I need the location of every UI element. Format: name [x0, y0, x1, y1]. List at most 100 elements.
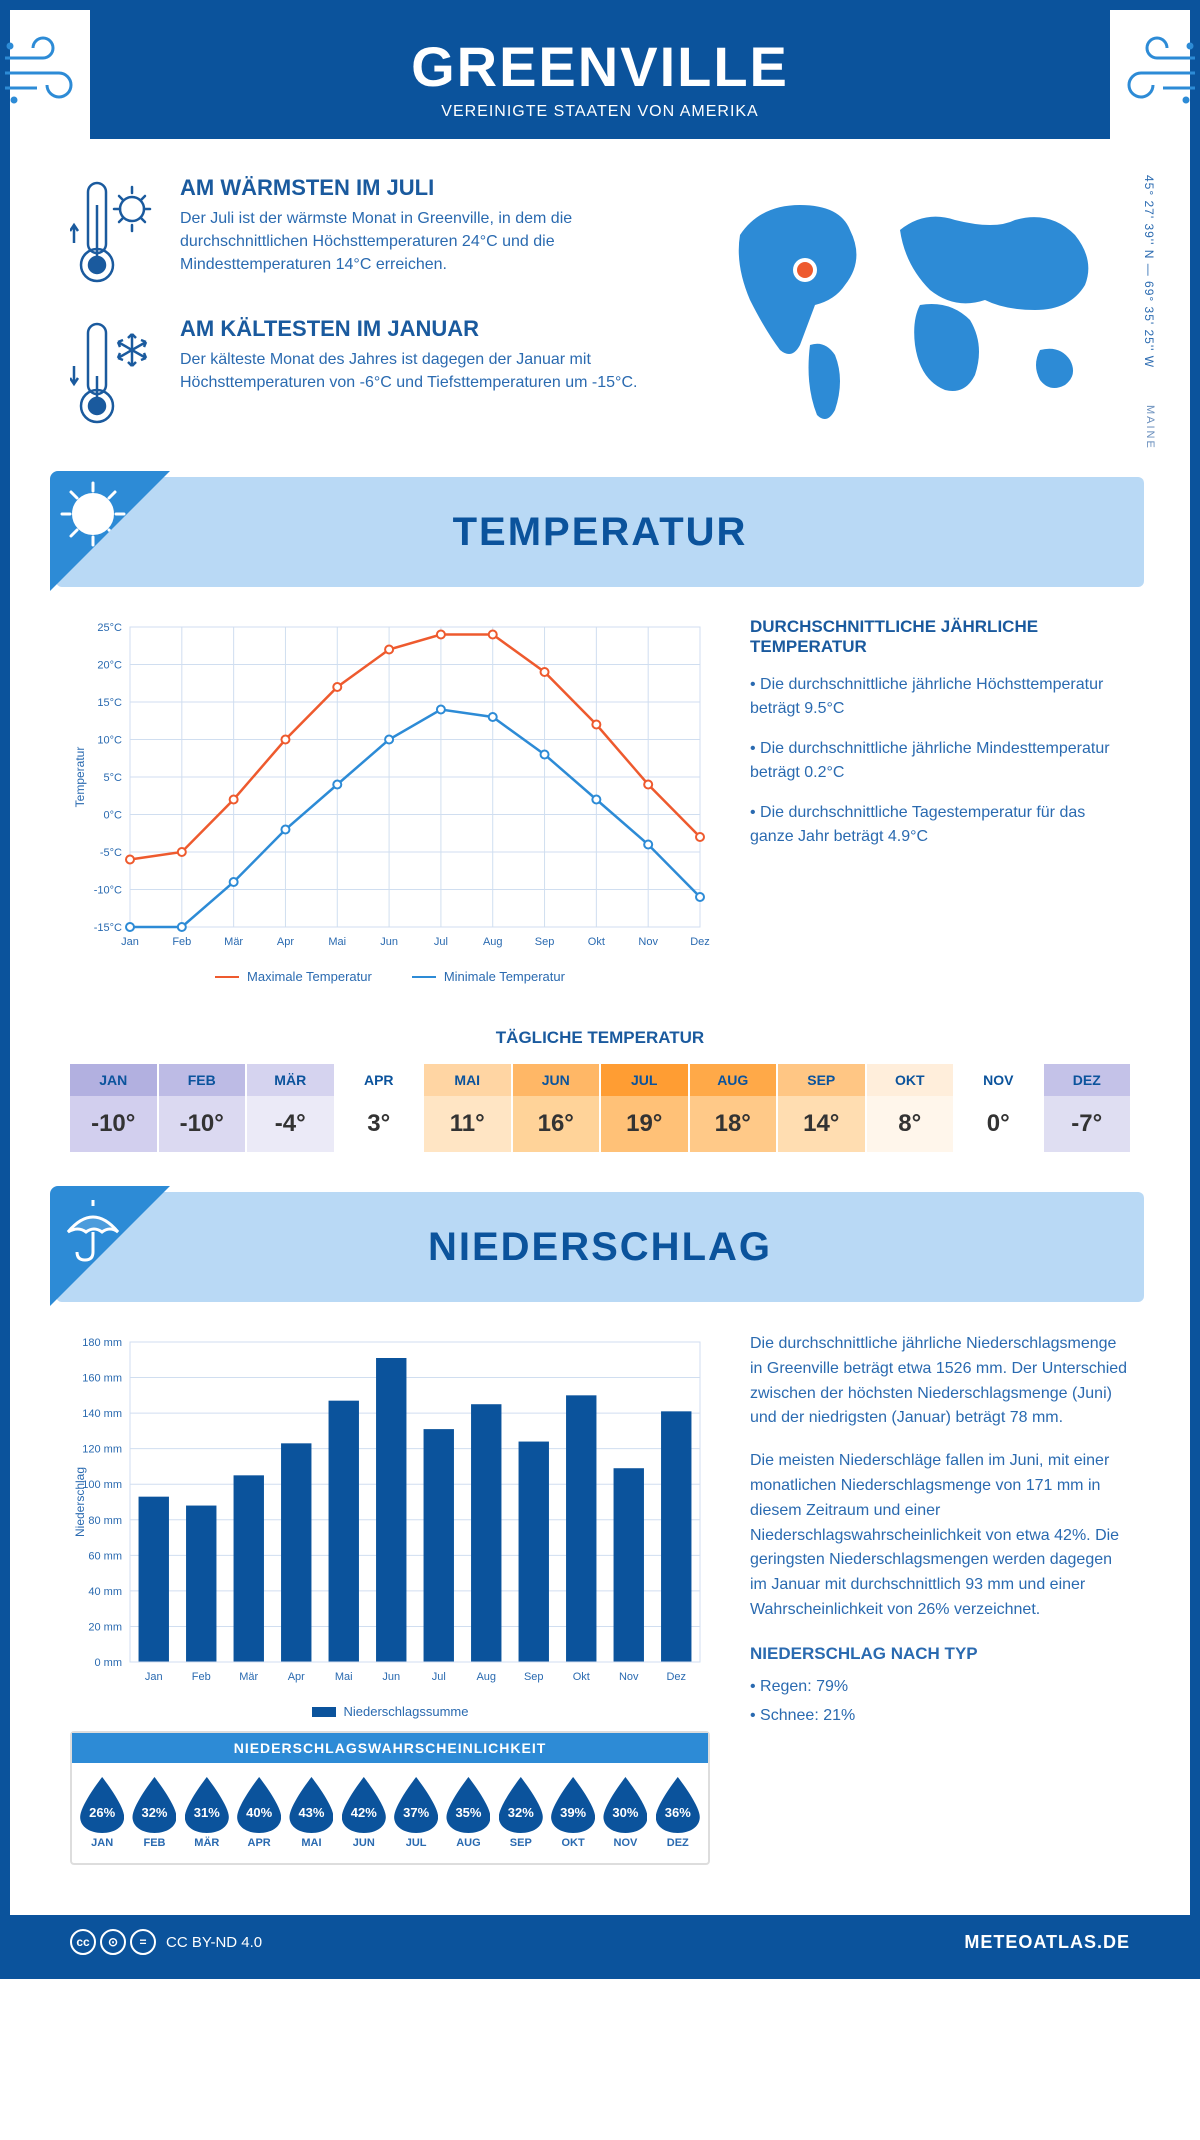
daily-temp-strip: JAN-10°FEB-10°MÄR-4°APR3°MAI11°JUN16°JUL… [70, 1064, 1130, 1152]
precip-legend: Niederschlagssumme [70, 1704, 710, 1719]
svg-text:0 mm: 0 mm [95, 1657, 123, 1669]
svg-text:20 mm: 20 mm [88, 1621, 122, 1633]
svg-text:Okt: Okt [573, 1671, 590, 1683]
svg-text:Nov: Nov [619, 1671, 639, 1683]
temperature-info: DURCHSCHNITTLICHE JÄHRLICHE TEMPERATUR •… [750, 617, 1130, 984]
svg-text:60 mm: 60 mm [88, 1550, 122, 1562]
svg-text:Okt: Okt [588, 936, 605, 948]
page-header: GREENVILLE VEREINIGTE STAATEN VON AMERIK… [90, 10, 1110, 139]
svg-text:160 mm: 160 mm [82, 1373, 122, 1385]
svg-text:-10°C: -10°C [94, 885, 122, 897]
svg-text:120 mm: 120 mm [82, 1444, 122, 1456]
prob-drop: 36%DEZ [654, 1777, 702, 1849]
temp-cell: JAN-10° [70, 1064, 159, 1152]
prob-drop: 26%JAN [78, 1777, 126, 1849]
temp-legend: Maximale Temperatur Minimale Temperatur [70, 969, 710, 984]
temp-cell: APR3° [336, 1064, 425, 1152]
svg-text:Aug: Aug [476, 1671, 496, 1683]
temp-cell: MAI11° [424, 1064, 513, 1152]
precip-section-bar: NIEDERSCHLAG [56, 1192, 1144, 1302]
thermometer-snow-icon [70, 316, 160, 426]
svg-text:10°C: 10°C [97, 735, 122, 747]
precip-info: Die durchschnittliche jährliche Niedersc… [750, 1332, 1130, 1865]
svg-text:Mär: Mär [224, 936, 243, 948]
svg-text:180 mm: 180 mm [82, 1337, 122, 1349]
svg-text:Feb: Feb [192, 1671, 211, 1683]
svg-text:15°C: 15°C [97, 697, 122, 709]
warmest-text: Der Juli ist der wärmste Monat in Greenv… [180, 207, 680, 277]
page-footer: cc⊙= CC BY-ND 4.0 METEOATLAS.DE [10, 1915, 1190, 1969]
svg-text:5°C: 5°C [104, 772, 123, 784]
prob-drop: 30%NOV [601, 1777, 649, 1849]
svg-text:-5°C: -5°C [100, 847, 122, 859]
precip-bar-chart: 0 mm20 mm40 mm60 mm80 mm100 mm120 mm140 … [70, 1332, 710, 1692]
svg-text:0°C: 0°C [104, 810, 123, 822]
temperature-heading: TEMPERATUR [453, 510, 748, 555]
svg-text:Jun: Jun [380, 936, 398, 948]
umbrella-icon [58, 1194, 128, 1264]
svg-text:Jan: Jan [121, 936, 139, 948]
svg-text:Mär: Mär [239, 1671, 258, 1683]
prob-drop: 39%OKT [549, 1777, 597, 1849]
svg-text:25°C: 25°C [97, 622, 122, 634]
svg-text:Jul: Jul [434, 936, 448, 948]
thermometer-sun-icon [70, 175, 160, 285]
temp-cell: MÄR-4° [247, 1064, 336, 1152]
svg-text:Sep: Sep [524, 1671, 544, 1683]
cc-icons: cc⊙= [70, 1929, 156, 1955]
svg-text:Mai: Mai [328, 936, 346, 948]
temp-cell: SEP14° [778, 1064, 867, 1152]
svg-text:20°C: 20°C [97, 660, 122, 672]
svg-text:Dez: Dez [666, 1671, 686, 1683]
svg-text:40 mm: 40 mm [88, 1586, 122, 1598]
city-title: GREENVILLE [90, 34, 1110, 99]
svg-text:Temperatur: Temperatur [73, 747, 87, 808]
temp-cell: FEB-10° [159, 1064, 248, 1152]
site-name: METEOATLAS.DE [964, 1932, 1130, 1953]
prob-drop: 37%JUL [392, 1777, 440, 1849]
prob-drop: 31%MÄR [183, 1777, 231, 1849]
svg-text:Aug: Aug [483, 936, 503, 948]
svg-text:-15°C: -15°C [94, 922, 122, 934]
prob-drop: 40%APR [235, 1777, 283, 1849]
temp-cell: JUN16° [513, 1064, 602, 1152]
warmest-title: AM WÄRMSTEN IM JULI [180, 175, 680, 201]
prob-drop: 35%AUG [444, 1777, 492, 1849]
temp-cell: AUG18° [690, 1064, 779, 1152]
prob-drop: 32%FEB [130, 1777, 178, 1849]
warmest-block: AM WÄRMSTEN IM JULI Der Juli ist der wär… [70, 175, 680, 290]
coldest-title: AM KÄLTESTEN IM JANUAR [180, 316, 680, 342]
coordinates: 45° 27' 39'' N — 69° 35' 25'' W [1142, 175, 1156, 368]
wind-icon [1110, 28, 1200, 118]
svg-text:100 mm: 100 mm [82, 1479, 122, 1491]
svg-text:Dez: Dez [690, 936, 710, 948]
coldest-block: AM KÄLTESTEN IM JANUAR Der kälteste Mona… [70, 316, 680, 431]
svg-text:Sep: Sep [535, 936, 555, 948]
svg-text:Niederschlag: Niederschlag [73, 1467, 87, 1537]
precip-probability-box: NIEDERSCHLAGSWAHRSCHEINLICHKEIT 26%JAN32… [70, 1731, 710, 1865]
temperature-section-bar: TEMPERATUR [56, 477, 1144, 587]
daily-temp-heading: TÄGLICHE TEMPERATUR [10, 1028, 1190, 1048]
svg-text:Apr: Apr [277, 936, 294, 948]
world-map: 45° 27' 39'' N — 69° 35' 25'' W MAINE [710, 175, 1130, 457]
svg-text:Mai: Mai [335, 1671, 353, 1683]
svg-text:Feb: Feb [172, 936, 191, 948]
svg-text:Jan: Jan [145, 1671, 163, 1683]
wind-icon [0, 28, 90, 118]
temp-cell: OKT8° [867, 1064, 956, 1152]
coldest-text: Der kälteste Monat des Jahres ist dagege… [180, 348, 680, 394]
sun-icon [58, 479, 128, 549]
precip-heading: NIEDERSCHLAG [428, 1225, 772, 1270]
region-label: MAINE [1144, 405, 1156, 450]
license-text: CC BY-ND 4.0 [166, 1934, 262, 1951]
temp-cell: DEZ-7° [1044, 1064, 1131, 1152]
prob-drop: 42%JUN [340, 1777, 388, 1849]
prob-drop: 32%SEP [497, 1777, 545, 1849]
svg-text:Nov: Nov [638, 936, 658, 948]
temp-cell: JUL19° [601, 1064, 690, 1152]
svg-text:140 mm: 140 mm [82, 1408, 122, 1420]
svg-text:Jun: Jun [382, 1671, 400, 1683]
temperature-chart: -15°C -10°C -5°C 0°C 5°C 10°C 15°C 20°C 25°C Jan F… [70, 617, 710, 984]
svg-text:Apr: Apr [288, 1671, 305, 1683]
country-subtitle: VEREINIGTE STAATEN VON AMERIKA [90, 103, 1110, 121]
